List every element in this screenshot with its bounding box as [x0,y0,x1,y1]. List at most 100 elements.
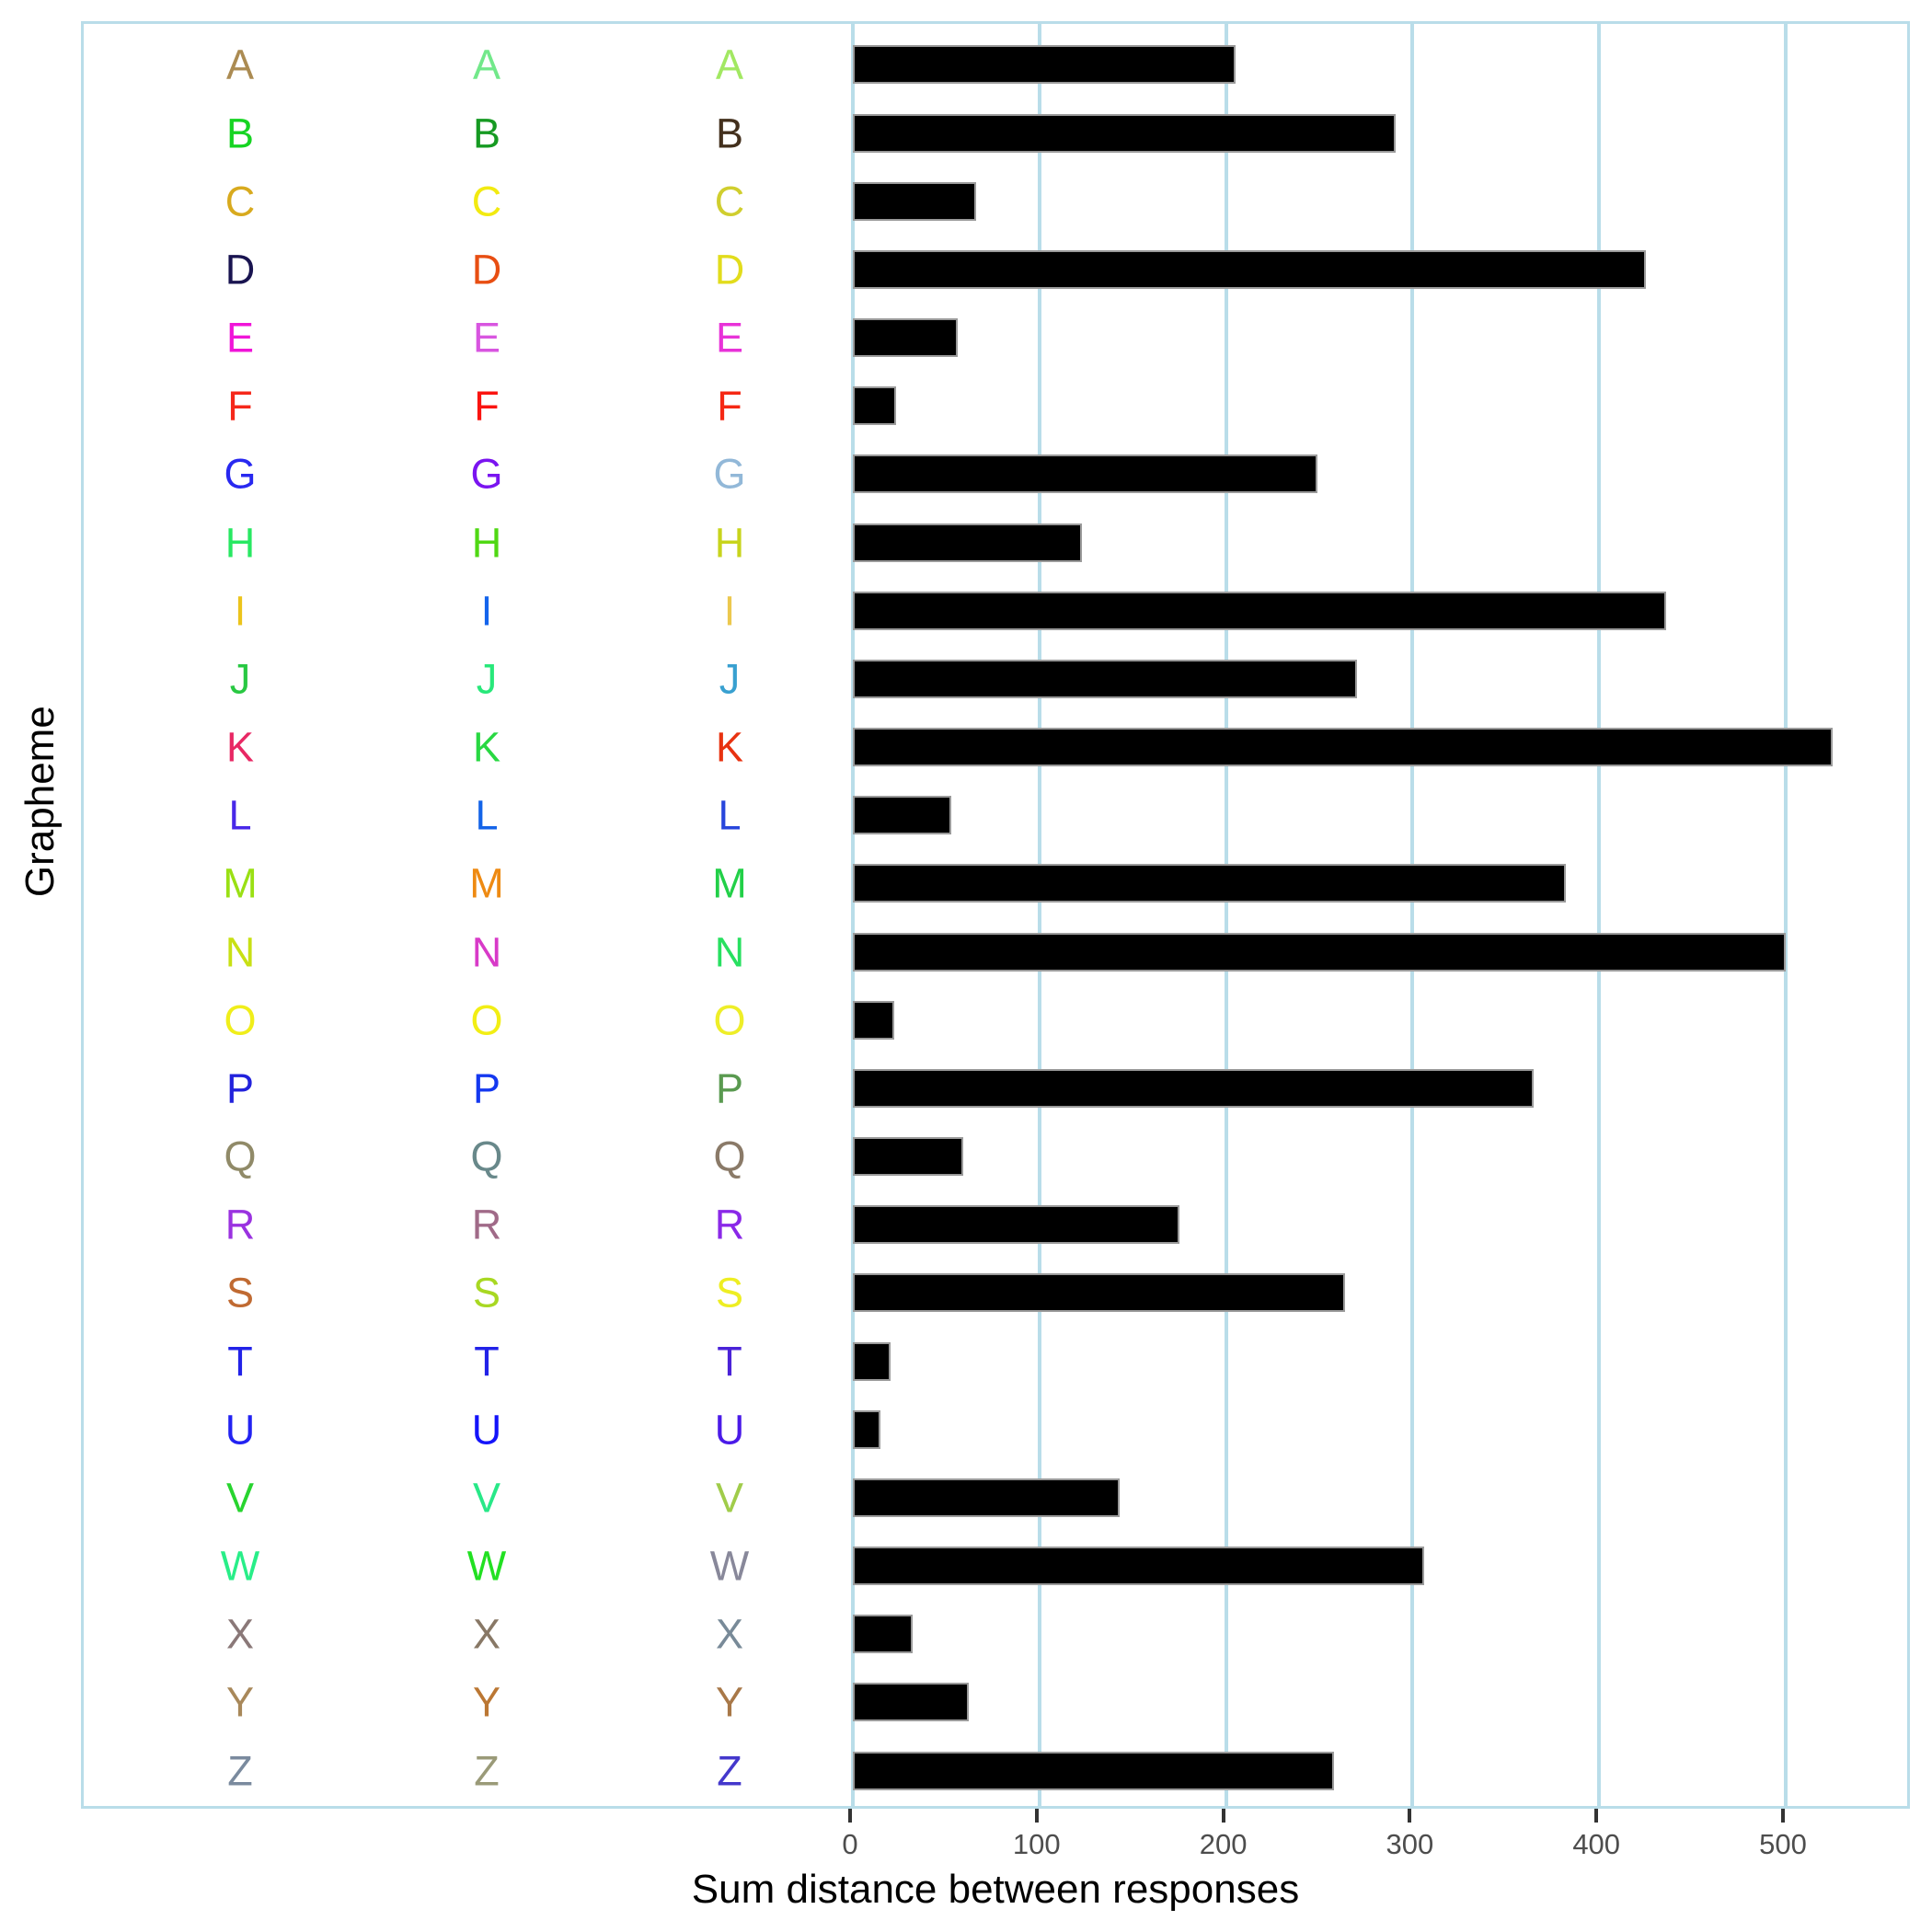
bar-R [853,1205,1179,1245]
grapheme-label-R-col2: R [471,1201,502,1248]
grapheme-label-B-col2: B [472,109,501,157]
bar-O [853,1000,894,1040]
grapheme-label-K-col1: K [225,723,255,771]
grapheme-label-I-col2: I [480,587,493,635]
grapheme-label-A-col3: A [715,40,744,88]
grapheme-label-F-col3: F [717,382,742,430]
grapheme-label-Q-col2: Q [470,1133,503,1180]
grapheme-label-S-col1: S [225,1269,255,1317]
bar-H [853,523,1083,562]
x-tick-label-100: 100 [1012,1828,1061,1860]
bar-N [853,932,1786,972]
grapheme-label-L-col3: L [718,791,742,839]
grapheme-label-V-col1: V [225,1474,255,1522]
bar-X [853,1615,913,1654]
grapheme-label-Y-col1: Y [225,1678,255,1726]
bar-K [853,728,1833,767]
grapheme-label-U-col2: U [471,1406,502,1454]
bar-E [853,318,958,358]
grapheme-label-D-col1: D [224,246,256,293]
gridline-x-200 [1224,24,1228,1806]
bar-Z [853,1751,1335,1790]
bar-V [853,1478,1120,1517]
grapheme-label-P-col3: P [715,1064,744,1112]
grapheme-label-C-col3: C [714,178,745,225]
bar-W [853,1547,1424,1586]
grapheme-label-I-col3: I [723,587,736,635]
bar-J [853,659,1357,698]
bar-Q [853,1137,963,1177]
bar-U [853,1409,881,1449]
grapheme-label-F-col2: F [474,382,500,430]
x-axis-title: Sum distance between responses [691,1867,1300,1912]
x-tick-label-400: 400 [1572,1828,1621,1860]
bar-S [853,1273,1346,1313]
grapheme-label-H-col3: H [714,519,745,567]
bar-B [853,113,1397,153]
bar-M [853,864,1566,903]
grapheme-label-M-col1: M [223,859,258,907]
bar-A [853,45,1236,85]
x-tick-mark-400 [1594,1809,1599,1823]
grapheme-label-X-col2: X [472,1610,501,1658]
grapheme-label-G-col2: G [470,450,503,498]
grapheme-label-X-col1: X [225,1610,255,1658]
grapheme-label-Y-col2: Y [472,1678,501,1726]
grapheme-label-P-col1: P [225,1064,255,1112]
gridline-x-500 [1784,24,1788,1806]
grapheme-label-A-col1: A [225,40,255,88]
grapheme-label-J-col2: J [476,655,498,703]
x-tick-mark-100 [1034,1809,1039,1823]
grapheme-label-S-col3: S [715,1269,744,1317]
grapheme-label-J-col3: J [719,655,741,703]
grapheme-label-H-col2: H [471,519,502,567]
grapheme-label-R-col3: R [714,1201,745,1248]
grapheme-label-K-col3: K [715,723,744,771]
grapheme-label-N-col1: N [224,928,256,976]
grapheme-label-B-col3: B [715,109,744,157]
grapheme-label-L-col2: L [475,791,499,839]
grapheme-label-F-col1: F [227,382,253,430]
bar-L [853,796,952,835]
bar-Y [853,1683,969,1722]
gridline-x-400 [1597,24,1602,1806]
y-axis-title: Grapheme [0,706,101,942]
bar-D [853,249,1646,289]
gridline-x-100 [1037,24,1041,1806]
grapheme-label-M-col3: M [712,859,747,907]
grapheme-label-E-col3: E [715,314,744,362]
grapheme-label-O-col3: O [713,996,746,1044]
grapheme-label-Z-col2: Z [474,1747,500,1794]
grapheme-label-G-col1: G [224,450,257,498]
bar-I [853,591,1667,630]
gridline-x-300 [1410,24,1415,1806]
bar-G [853,454,1317,494]
grapheme-label-N-col3: N [714,928,745,976]
grapheme-label-W-col2: W [466,1542,507,1590]
grapheme-label-W-col3: W [709,1542,750,1590]
grapheme-label-Q-col1: Q [224,1133,257,1180]
grapheme-label-O-col2: O [470,996,503,1044]
x-tick-mark-200 [1221,1809,1225,1823]
x-tick-mark-300 [1408,1809,1412,1823]
bar-F [853,386,896,426]
x-tick-mark-0 [848,1809,852,1823]
grapheme-label-Z-col1: Z [227,1747,253,1794]
grapheme-label-S-col2: S [472,1269,501,1317]
grapheme-label-D-col2: D [471,246,502,293]
grapheme-label-I-col1: I [234,587,247,635]
grapheme-label-C-col1: C [224,178,256,225]
grapheme-label-H-col1: H [224,519,256,567]
grapheme-label-A-col2: A [472,40,501,88]
grapheme-label-Z-col3: Z [717,1747,742,1794]
grapheme-label-L-col1: L [228,791,252,839]
grapheme-label-V-col2: V [472,1474,501,1522]
grapheme-label-E-col2: E [472,314,501,362]
x-tick-mark-500 [1781,1809,1785,1823]
grapheme-label-R-col1: R [224,1201,256,1248]
bar-P [853,1068,1535,1108]
grapheme-label-B-col1: B [225,109,255,157]
grapheme-label-M-col2: M [469,859,504,907]
grapheme-label-U-col3: U [714,1406,745,1454]
